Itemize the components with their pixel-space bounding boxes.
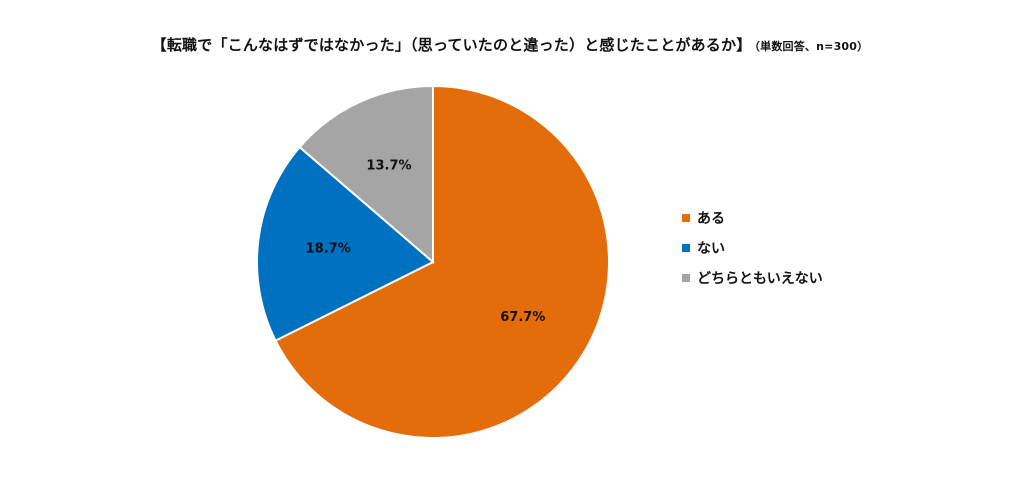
slice-data-label-1: 18.7%: [306, 241, 351, 256]
chart-subtitle: （単数回答、n=300）: [754, 40, 869, 53]
slice-data-label-2: 13.7%: [366, 159, 411, 174]
legend-swatch-2: [682, 274, 690, 282]
pie-slice-1: [256, 145, 435, 342]
legend-item-0: ある: [682, 203, 823, 233]
legend-item-1: ない: [682, 233, 823, 263]
legend-swatch-1: [682, 244, 690, 252]
legend-item-2: どちらともいえない: [682, 263, 823, 293]
legend-label-2: どちらともいえない: [697, 271, 823, 287]
slice-data-label-0: 67.7%: [500, 310, 545, 325]
chart-title: 【転職で「こんなはずではなかった」（思っていたのと違った）と感じたことがあるか】: [151, 36, 752, 54]
legend-swatch-0: [682, 214, 690, 222]
legend-label-0: ある: [697, 211, 725, 227]
legend: あるないどちらともいえない: [682, 203, 823, 293]
pie-slice-2: [298, 84, 434, 265]
pie-slice-0: [274, 84, 610, 439]
chart-title-row: 【転職で「こんなはずではなかった」（思っていたのと違った）と感じたことがあるか】…: [0, 34, 1020, 55]
legend-label-1: ない: [697, 241, 725, 257]
